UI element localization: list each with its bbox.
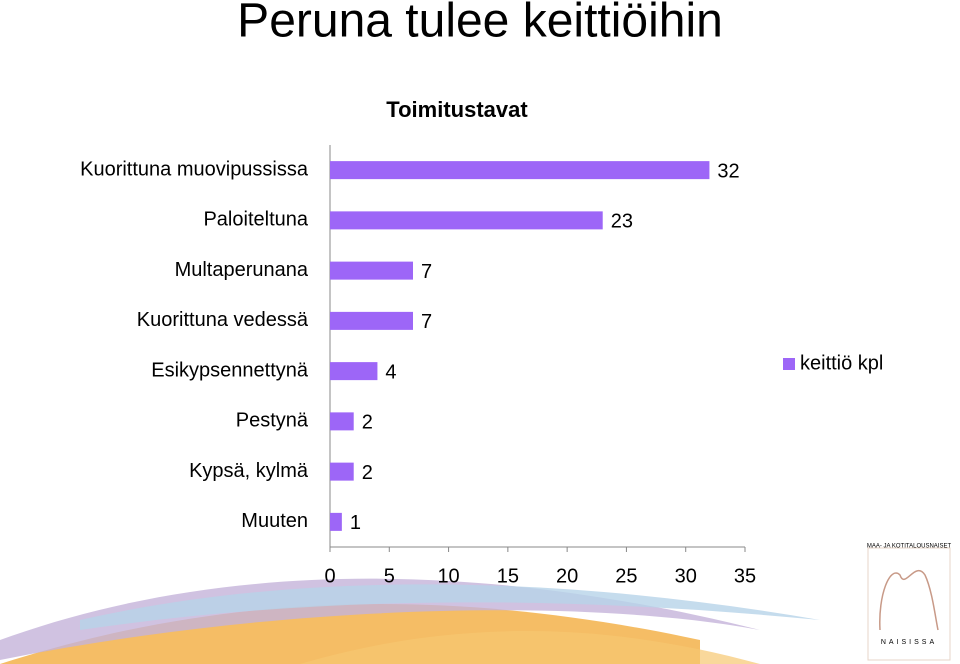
data-label: 7 <box>421 261 432 283</box>
bar <box>330 161 710 180</box>
bar <box>330 311 413 330</box>
y-tick-label: Kypsä, kylmä <box>189 460 309 482</box>
logo-top: MAA- JA KOTITALOUSNAISET <box>867 544 952 550</box>
y-tick-label: Kuorittuna muovipussissa <box>80 158 309 180</box>
y-tick-label: Esikypsennettynä <box>151 359 309 381</box>
bar <box>330 512 342 531</box>
y-tick-label: Muuten <box>241 510 308 532</box>
bar <box>330 261 413 280</box>
bar <box>330 362 378 381</box>
x-tick-label: 30 <box>675 565 697 587</box>
x-tick-label: 5 <box>384 565 395 587</box>
logo: MAA- JA KOTITALOUSNAISET NAISISSA <box>867 544 952 661</box>
bar <box>330 462 354 481</box>
data-label: 4 <box>385 361 396 383</box>
y-tick-label: Paloiteltuna <box>203 209 308 231</box>
data-label: 32 <box>717 160 739 182</box>
data-label: 2 <box>362 462 373 484</box>
x-tick-label: 35 <box>734 565 756 587</box>
x-tick-label: 25 <box>615 565 637 587</box>
y-tick-label: Pestynä <box>236 410 309 432</box>
y-tick-label: Kuorittuna vedessä <box>137 309 309 331</box>
x-tick-label: 10 <box>437 565 459 587</box>
chart-title: Toimitustavat <box>386 97 528 122</box>
data-label: 7 <box>421 311 432 333</box>
x-tick-label: 15 <box>497 565 519 587</box>
bar <box>330 412 354 431</box>
data-label: 1 <box>350 512 361 534</box>
legend-label: keittiö kpl <box>800 352 883 374</box>
y-tick-label: Multaperunana <box>175 259 309 281</box>
data-label: 23 <box>611 211 633 233</box>
x-tick-label: 20 <box>556 565 578 587</box>
x-tick-label: 0 <box>324 565 335 587</box>
logo-bottom: NAISISSA <box>881 639 937 646</box>
data-label: 2 <box>362 412 373 434</box>
bar <box>330 211 603 230</box>
heading: Peruna tulee keittiöihin <box>237 0 723 48</box>
decoration <box>0 578 820 664</box>
legend-swatch <box>783 358 795 370</box>
